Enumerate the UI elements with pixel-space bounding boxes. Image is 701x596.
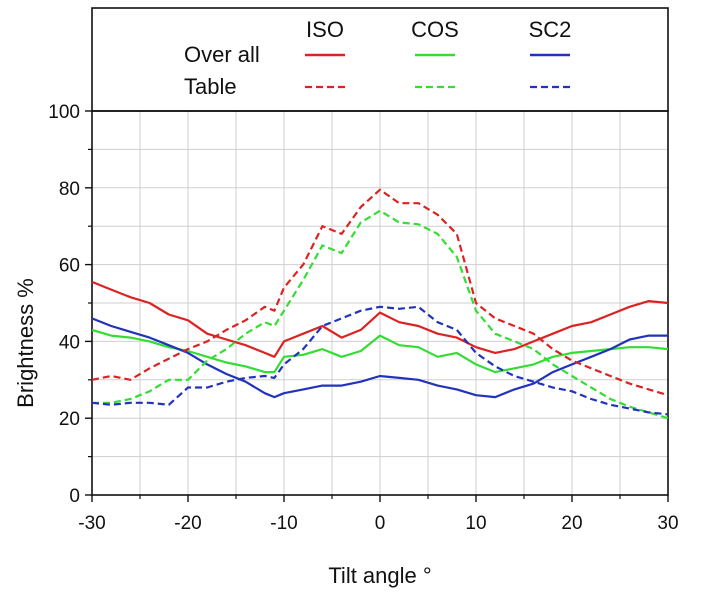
x-tick-label: 30 bbox=[657, 513, 678, 534]
legend-column-sc2: SC2 bbox=[529, 17, 572, 42]
y-axis-label: Brightness % bbox=[13, 278, 38, 408]
legend-column-cos: COS bbox=[411, 17, 459, 42]
x-tick-label: -10 bbox=[270, 513, 297, 534]
y-tick-label: 80 bbox=[59, 179, 80, 200]
x-tick-label: 0 bbox=[375, 513, 386, 534]
legend-box bbox=[91, 7, 669, 112]
legend-row-table: Table bbox=[184, 74, 237, 99]
x-tick-label: 20 bbox=[561, 513, 582, 534]
series-line-cos-dashed bbox=[92, 209, 669, 420]
series-line-sc2-solid bbox=[91, 317, 668, 399]
y-tick-label: 0 bbox=[69, 486, 80, 507]
x-axis-label: Tilt angle ° bbox=[328, 563, 431, 588]
x-tick-label: 10 bbox=[465, 513, 486, 534]
y-tick-label: 20 bbox=[59, 409, 80, 430]
series-line-sc2-dashed bbox=[91, 305, 669, 416]
x-tick-label: -20 bbox=[174, 513, 201, 534]
y-tick-label: 40 bbox=[59, 332, 80, 353]
series-line-iso-solid bbox=[91, 280, 669, 358]
series-line-cos-solid bbox=[91, 328, 669, 374]
legend-column-iso: ISO bbox=[306, 17, 344, 42]
x-tick-label: -30 bbox=[78, 513, 105, 534]
legend-row-over-all: Over all bbox=[184, 42, 260, 67]
y-tick-label: 100 bbox=[48, 102, 80, 123]
series-line-iso-dashed bbox=[91, 188, 669, 397]
y-tick-label: 60 bbox=[59, 256, 80, 277]
